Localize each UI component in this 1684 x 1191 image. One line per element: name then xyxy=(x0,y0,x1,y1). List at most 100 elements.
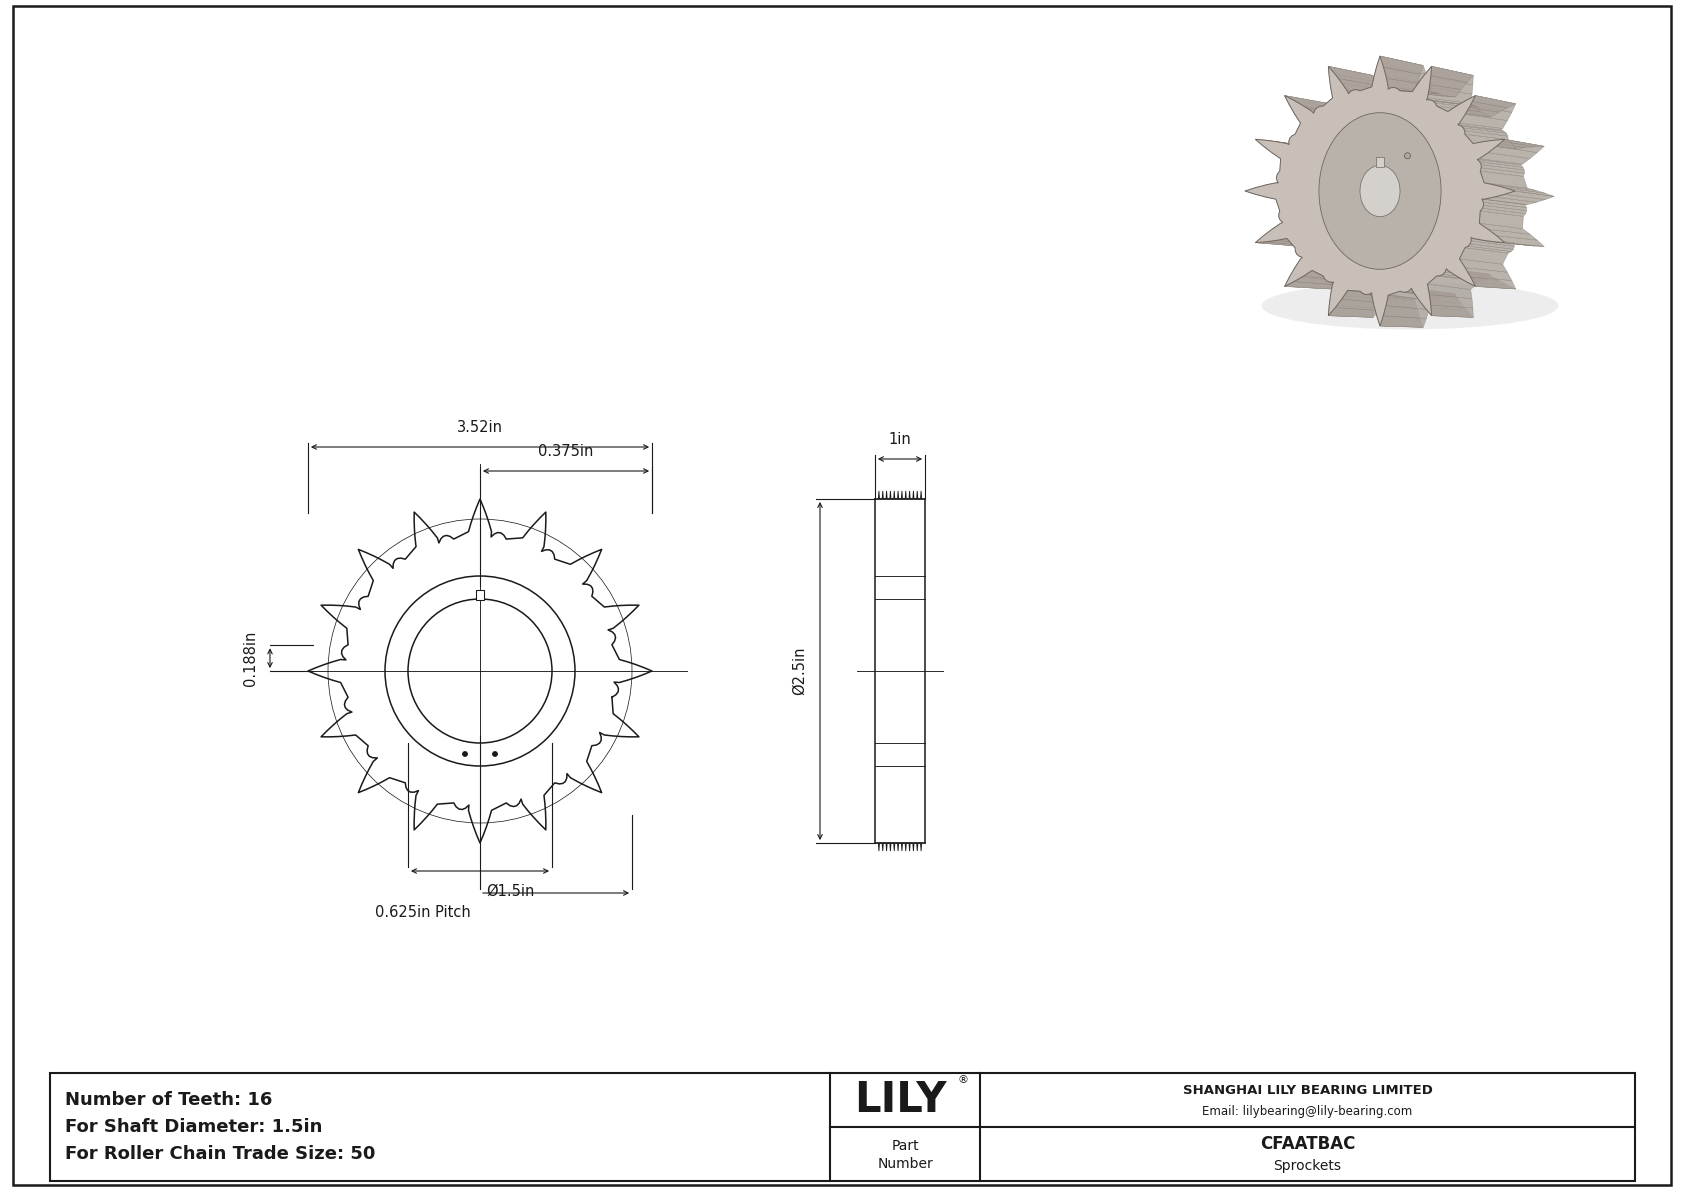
Polygon shape xyxy=(1482,205,1527,213)
Polygon shape xyxy=(1505,243,1544,247)
Polygon shape xyxy=(1288,141,1332,150)
Polygon shape xyxy=(1330,285,1376,299)
Circle shape xyxy=(493,752,497,756)
Polygon shape xyxy=(1388,88,1435,94)
Polygon shape xyxy=(1447,269,1490,276)
Polygon shape xyxy=(1458,123,1502,130)
Polygon shape xyxy=(1329,67,1374,85)
Polygon shape xyxy=(1332,282,1378,289)
Polygon shape xyxy=(1458,125,1504,131)
Polygon shape xyxy=(1285,95,1335,112)
Polygon shape xyxy=(1300,257,1346,264)
Polygon shape xyxy=(1428,276,1480,289)
Text: Ø2.5in: Ø2.5in xyxy=(791,647,807,696)
Polygon shape xyxy=(1388,292,1443,300)
Polygon shape xyxy=(1410,288,1455,297)
Polygon shape xyxy=(1484,197,1536,205)
Polygon shape xyxy=(1295,258,1344,273)
Polygon shape xyxy=(1431,67,1474,85)
Polygon shape xyxy=(1295,248,1339,256)
Polygon shape xyxy=(1474,142,1526,149)
Polygon shape xyxy=(1295,114,1344,129)
Polygon shape xyxy=(1505,188,1554,197)
Polygon shape xyxy=(1497,236,1544,247)
Polygon shape xyxy=(1462,126,1507,133)
Polygon shape xyxy=(1266,241,1320,247)
Polygon shape xyxy=(1312,270,1366,281)
Polygon shape xyxy=(1354,89,1399,95)
Polygon shape xyxy=(1435,102,1480,112)
Polygon shape xyxy=(1463,127,1507,136)
Polygon shape xyxy=(1244,191,1302,200)
Polygon shape xyxy=(1477,158,1522,164)
Text: 0.625in Pitch: 0.625in Pitch xyxy=(376,905,472,919)
Polygon shape xyxy=(1280,158,1324,176)
Polygon shape xyxy=(1292,135,1339,142)
Polygon shape xyxy=(1494,194,1546,202)
Polygon shape xyxy=(1472,237,1516,244)
Text: Number of Teeth: 16: Number of Teeth: 16 xyxy=(66,1091,273,1109)
Polygon shape xyxy=(1329,307,1379,317)
Polygon shape xyxy=(1431,305,1474,317)
Polygon shape xyxy=(1324,98,1376,112)
Polygon shape xyxy=(1386,295,1431,310)
Polygon shape xyxy=(1361,87,1415,96)
Polygon shape xyxy=(1445,269,1490,278)
Polygon shape xyxy=(1425,307,1474,317)
Polygon shape xyxy=(1426,98,1470,105)
Polygon shape xyxy=(1288,138,1334,146)
Polygon shape xyxy=(1255,139,1312,146)
Polygon shape xyxy=(1265,182,1319,191)
Polygon shape xyxy=(1271,152,1324,164)
Polygon shape xyxy=(1494,185,1546,193)
Text: 0.188in: 0.188in xyxy=(242,630,258,686)
Polygon shape xyxy=(1276,176,1320,185)
Polygon shape xyxy=(1465,135,1516,149)
Polygon shape xyxy=(1278,211,1324,219)
Polygon shape xyxy=(1479,223,1531,235)
Polygon shape xyxy=(1411,288,1455,295)
Polygon shape xyxy=(1428,87,1472,104)
Polygon shape xyxy=(1366,294,1411,300)
Polygon shape xyxy=(1255,139,1302,146)
Polygon shape xyxy=(1362,293,1410,300)
Polygon shape xyxy=(1285,95,1339,108)
Polygon shape xyxy=(1276,238,1330,245)
Circle shape xyxy=(463,752,466,756)
Polygon shape xyxy=(1303,106,1356,117)
Text: Part: Part xyxy=(891,1139,919,1153)
Polygon shape xyxy=(1413,83,1462,96)
Polygon shape xyxy=(1460,258,1507,273)
Polygon shape xyxy=(1482,199,1526,207)
Polygon shape xyxy=(1329,67,1379,82)
Text: For Shaft Diameter: 1.5in: For Shaft Diameter: 1.5in xyxy=(66,1118,322,1136)
Polygon shape xyxy=(1324,276,1367,285)
Polygon shape xyxy=(1329,77,1374,94)
Polygon shape xyxy=(1489,230,1537,241)
Polygon shape xyxy=(1505,191,1554,200)
Text: LILY: LILY xyxy=(854,1079,946,1121)
Polygon shape xyxy=(1448,106,1499,117)
Bar xyxy=(1376,157,1384,168)
Polygon shape xyxy=(1255,194,1310,202)
Text: Ø1.5in: Ø1.5in xyxy=(485,884,534,899)
Polygon shape xyxy=(1285,278,1335,289)
Polygon shape xyxy=(1484,202,1527,211)
Polygon shape xyxy=(1255,236,1308,247)
Polygon shape xyxy=(1465,105,1512,120)
Polygon shape xyxy=(1467,281,1516,289)
Polygon shape xyxy=(1460,248,1509,264)
Polygon shape xyxy=(1472,237,1514,247)
Polygon shape xyxy=(1244,191,1292,197)
Polygon shape xyxy=(1276,142,1330,149)
Polygon shape xyxy=(1465,131,1509,139)
Polygon shape xyxy=(1468,244,1514,251)
Polygon shape xyxy=(1278,214,1322,223)
Polygon shape xyxy=(1255,243,1302,247)
Polygon shape xyxy=(1383,306,1430,318)
Polygon shape xyxy=(1263,230,1317,241)
Polygon shape xyxy=(1335,75,1386,89)
Polygon shape xyxy=(1290,105,1339,120)
Polygon shape xyxy=(1329,305,1374,317)
Polygon shape xyxy=(1329,316,1372,317)
